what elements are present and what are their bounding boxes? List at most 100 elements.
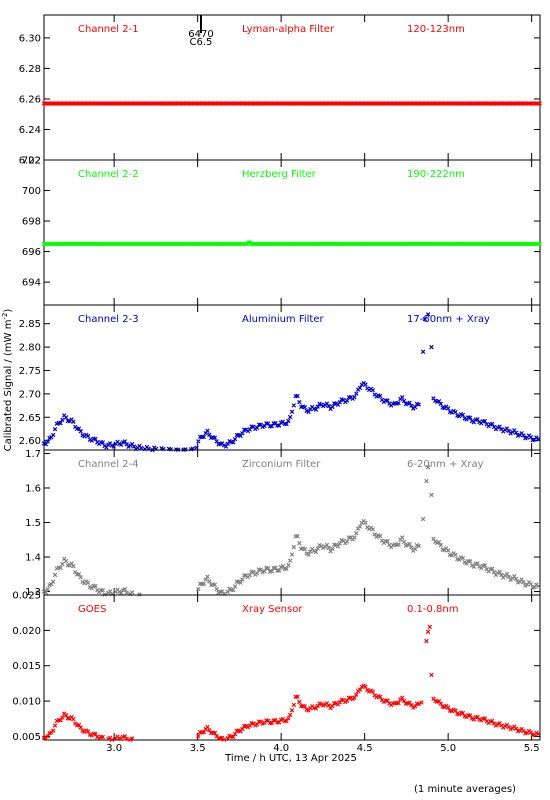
data-point [535, 583, 541, 589]
data-point [291, 702, 297, 708]
data-point [71, 564, 76, 569]
data-point [284, 718, 289, 724]
data-point [205, 724, 210, 730]
panel-frame [43, 594, 541, 741]
data-point [422, 316, 427, 322]
data-point [230, 440, 236, 445]
data-point [407, 400, 412, 405]
data-point [254, 570, 260, 576]
data-point [214, 586, 219, 592]
y-axis-title-close: ) [3, 309, 14, 313]
panel-filter-label: Xray Sensor [242, 604, 303, 615]
data-point [306, 409, 311, 415]
data-point [330, 703, 335, 709]
data-point [129, 590, 135, 595]
y-tick-label: 698 [22, 217, 41, 228]
y-tick-label: 2.65 [19, 413, 41, 424]
y-tick-label: 0.005 [12, 732, 41, 743]
panel-frame [43, 159, 541, 306]
data-point [326, 403, 331, 409]
data-point [504, 571, 510, 577]
data-point [52, 723, 58, 728]
data-point [69, 561, 74, 566]
data-point [214, 439, 219, 444]
data-point [93, 436, 98, 442]
data-point [409, 403, 414, 408]
data-point [357, 687, 363, 692]
data-point [295, 533, 300, 539]
data-point [203, 577, 208, 582]
data-point [58, 565, 63, 571]
data-point [409, 545, 414, 550]
y-tick-label: 2.80 [19, 343, 41, 354]
data-point [352, 394, 357, 400]
panel-frame [43, 449, 541, 596]
data-point [63, 415, 69, 420]
data-point [506, 574, 511, 580]
data-point [471, 564, 477, 569]
y-tick-label: 2.75 [19, 366, 41, 377]
data-point [76, 426, 82, 431]
data-point [45, 439, 50, 444]
data-point [85, 580, 91, 585]
data-point [286, 562, 291, 568]
data-point [291, 403, 297, 408]
data-point [63, 713, 69, 718]
y-tick-label: 1.3 [25, 587, 41, 598]
x-tick-label: 4.0 [273, 743, 289, 754]
data-point [287, 712, 293, 718]
data-point [412, 704, 418, 709]
data-point [401, 539, 407, 545]
panel-band-label: 17-80nm + Xray [407, 314, 490, 325]
y-tick-label: 6.28 [19, 64, 41, 75]
data-point [537, 101, 542, 106]
data-point [43, 590, 49, 595]
x-tick-label: 5.5 [524, 743, 540, 754]
data-point [535, 436, 541, 442]
data-point [425, 465, 431, 470]
data-point [139, 445, 144, 451]
data-point [497, 569, 502, 574]
panel-channel-label: Channel 2-2 [78, 169, 139, 180]
panel-channel-label: Channel 2-1 [78, 24, 139, 35]
data-point [201, 730, 207, 735]
data-point [354, 530, 359, 536]
flare-id-label: 6470 [188, 29, 213, 40]
data-point [194, 445, 199, 450]
data-point [221, 737, 227, 742]
data-point [265, 566, 271, 571]
y-tick-label: 1.6 [25, 483, 41, 494]
y-tick-label: 6.22 [19, 156, 41, 167]
data-point [420, 349, 426, 354]
data-point [52, 572, 58, 578]
data-point [265, 421, 271, 426]
data-point [232, 731, 238, 737]
data-point [291, 544, 297, 550]
panel-frame [43, 304, 541, 451]
data-point [284, 421, 289, 427]
data-point [521, 579, 526, 585]
data-series [41, 312, 541, 453]
panel-filter-label: Zirconium Filter [242, 459, 321, 470]
data-point [201, 434, 207, 440]
y-tick-label: 696 [22, 247, 41, 258]
panel-band-label: 0.1-0.8nm [407, 604, 459, 615]
data-point [287, 558, 293, 563]
data-point [326, 545, 331, 550]
data-point [363, 382, 368, 387]
data-point [357, 385, 363, 391]
data-point [50, 432, 56, 438]
data-point [240, 577, 245, 582]
data-series [41, 101, 542, 106]
data-point [467, 559, 473, 564]
data-point [295, 694, 300, 699]
data-point [445, 406, 451, 411]
data-point [370, 527, 376, 532]
data-point [302, 704, 308, 709]
x-axis: 3.0 3.5 4.0 4.5 5.0 5.5 [106, 743, 539, 754]
data-point [438, 701, 444, 706]
data-point [416, 543, 421, 549]
data-point [93, 731, 98, 737]
data-point [247, 572, 252, 578]
